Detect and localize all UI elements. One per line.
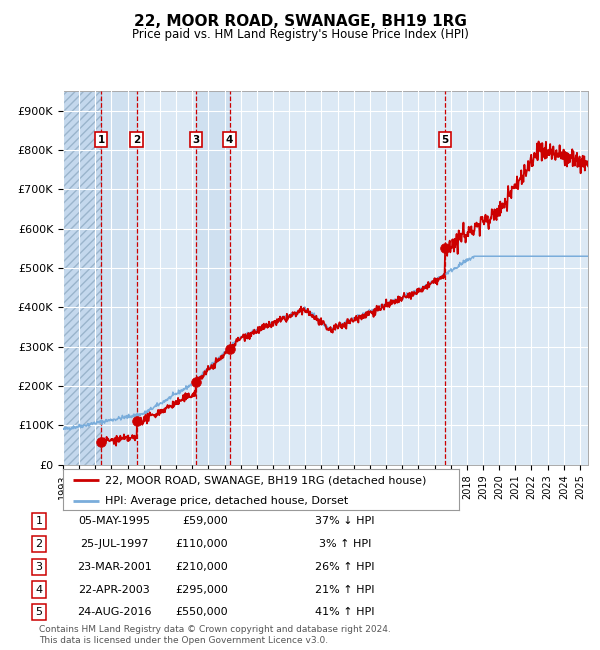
Text: 2: 2 [133, 135, 140, 144]
Text: HPI: Average price, detached house, Dorset: HPI: Average price, detached house, Dors… [104, 496, 348, 506]
Text: 41% ↑ HPI: 41% ↑ HPI [315, 607, 375, 618]
Text: 23-MAR-2001: 23-MAR-2001 [77, 562, 151, 572]
Text: 2: 2 [35, 539, 43, 549]
Text: 24-AUG-2016: 24-AUG-2016 [77, 607, 151, 618]
Text: 22, MOOR ROAD, SWANAGE, BH19 1RG (detached house): 22, MOOR ROAD, SWANAGE, BH19 1RG (detach… [104, 475, 426, 486]
Bar [63, 91, 101, 465]
Text: £59,000: £59,000 [182, 516, 228, 526]
Text: 22, MOOR ROAD, SWANAGE, BH19 1RG: 22, MOOR ROAD, SWANAGE, BH19 1RG [134, 14, 466, 29]
Text: £210,000: £210,000 [175, 562, 228, 572]
Text: 05-MAY-1995: 05-MAY-1995 [78, 516, 150, 526]
Text: 3% ↑ HPI: 3% ↑ HPI [319, 539, 371, 549]
Text: 1: 1 [97, 135, 104, 144]
Text: 3: 3 [35, 562, 43, 572]
Text: 21% ↑ HPI: 21% ↑ HPI [315, 584, 375, 595]
Text: 4: 4 [35, 584, 43, 595]
Text: 22-APR-2003: 22-APR-2003 [78, 584, 150, 595]
Text: £295,000: £295,000 [175, 584, 228, 595]
Bar [101, 91, 137, 465]
Text: 26% ↑ HPI: 26% ↑ HPI [315, 562, 375, 572]
Text: 5: 5 [35, 607, 43, 618]
Bar [196, 91, 230, 465]
Text: Contains HM Land Registry data © Crown copyright and database right 2024.
This d: Contains HM Land Registry data © Crown c… [39, 625, 391, 645]
Text: 3: 3 [192, 135, 199, 144]
Text: 4: 4 [226, 135, 233, 144]
Text: 37% ↓ HPI: 37% ↓ HPI [315, 516, 375, 526]
Text: £110,000: £110,000 [175, 539, 228, 549]
Text: 25-JUL-1997: 25-JUL-1997 [80, 539, 148, 549]
Text: 1: 1 [35, 516, 43, 526]
Bar [63, 91, 101, 465]
Text: Price paid vs. HM Land Registry's House Price Index (HPI): Price paid vs. HM Land Registry's House … [131, 28, 469, 41]
Text: 5: 5 [442, 135, 449, 144]
Text: £550,000: £550,000 [175, 607, 228, 618]
